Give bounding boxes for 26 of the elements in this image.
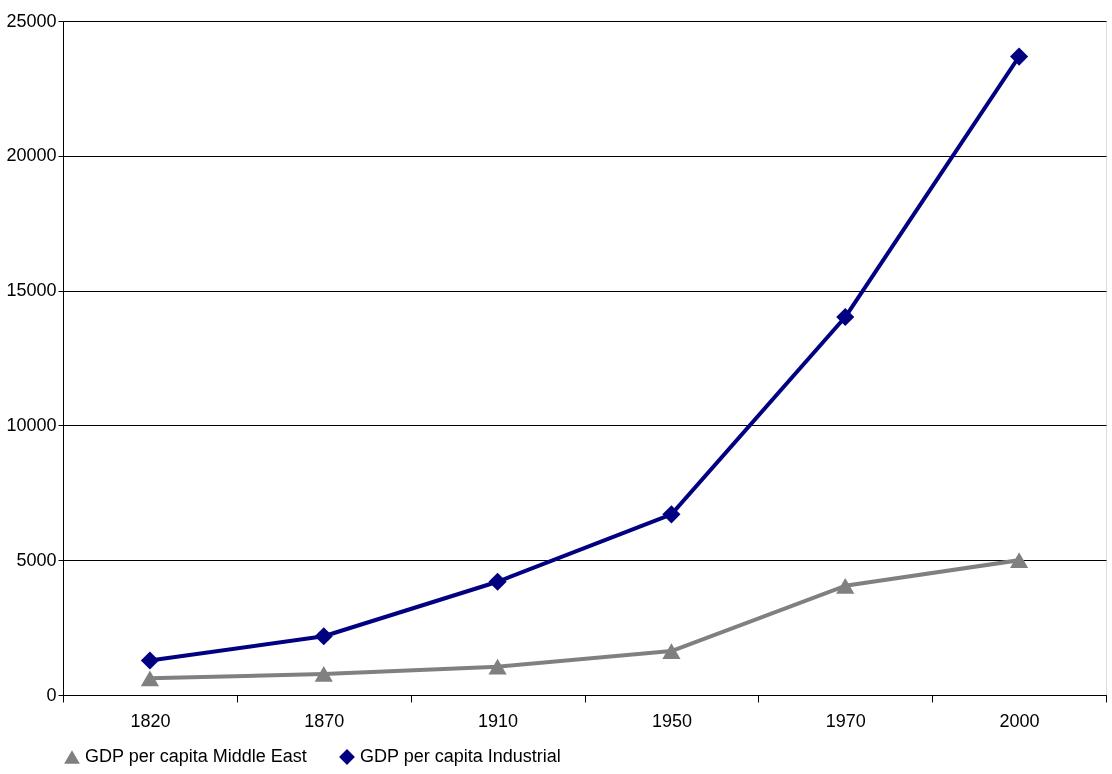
- point: [314, 666, 333, 682]
- y-tick-label: 20000: [6, 145, 57, 166]
- legend-label: GDP per capita Middle East: [85, 746, 307, 766]
- point: [140, 651, 159, 670]
- y-tick-label: 25000: [6, 10, 57, 31]
- y-tick-label: 5000: [16, 549, 57, 570]
- y-tick-label: 15000: [6, 280, 57, 301]
- x-tick-label: 2000: [999, 710, 1040, 731]
- point: [662, 505, 681, 524]
- point: [488, 658, 507, 675]
- point: [1010, 47, 1029, 66]
- y-tick-label: 10000: [6, 414, 57, 435]
- x-tick-label: 1820: [130, 710, 171, 731]
- point: [140, 670, 159, 687]
- point: [1010, 552, 1029, 569]
- point: [488, 572, 507, 591]
- legend-label: GDP per capita Industrial: [360, 746, 561, 766]
- point: [836, 577, 855, 594]
- y-tick-label: 0: [46, 684, 57, 705]
- x-tick-label: 1870: [304, 710, 345, 731]
- point: [836, 307, 855, 327]
- x-tick-label: 1950: [651, 710, 692, 731]
- x-tick-label: 1970: [825, 710, 866, 731]
- point: [314, 627, 333, 646]
- x-tick-label: 1910: [478, 710, 519, 731]
- point: [662, 643, 681, 659]
